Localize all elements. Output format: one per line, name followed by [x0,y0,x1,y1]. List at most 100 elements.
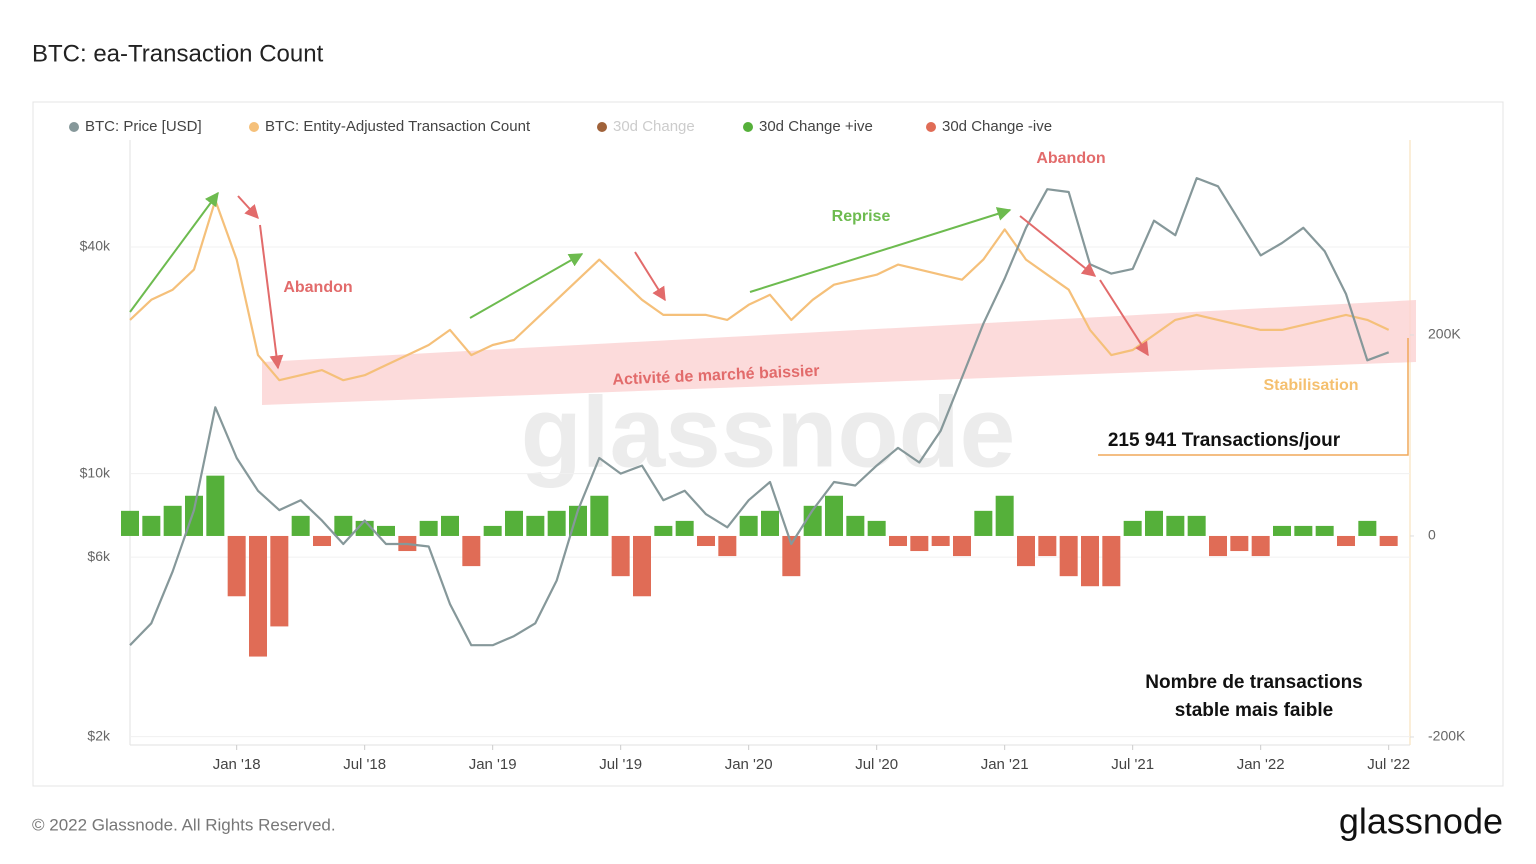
legend-label: 30d Change [613,118,695,135]
bar [1081,535,1099,587]
bar [1273,525,1291,536]
y2-tick-label: -200K [1428,728,1466,744]
bar [1017,535,1035,567]
bar [633,535,651,597]
legend-marker [743,122,753,132]
bar [1059,535,1078,577]
bar [441,515,459,536]
bear-band [262,300,1416,405]
y2-tick-label: 200K [1428,326,1461,342]
x-tick-label: Jul '19 [599,756,642,773]
bar [227,535,246,597]
footer: © 2022 Glassnode. All Rights Reserved. [32,815,336,834]
y-tick-label: $10k [80,464,111,480]
arrow [1019,215,1097,277]
bar [1230,535,1249,552]
y-tick-label: $2k [87,727,111,743]
bar [995,495,1014,536]
arrow [469,253,584,319]
annotation: Stabilisation [1263,377,1358,394]
bar [803,505,822,536]
x-tick-label: Jul '18 [343,756,386,773]
bar [953,535,971,557]
callout-line [1098,338,1409,456]
bar [291,515,310,536]
bar [121,510,139,536]
logo: glassnode [1339,801,1503,842]
bar [739,515,758,536]
bar [974,510,993,536]
bar [889,535,907,547]
bar [334,515,353,536]
y2-tick-label: 0 [1428,527,1436,543]
bar [313,535,331,547]
bar [249,535,267,657]
bar [547,510,566,536]
x-tick-label: Jul '22 [1367,756,1410,773]
bar [206,475,225,536]
arrow [749,207,1012,293]
bar [1379,535,1398,547]
bar [1145,510,1163,536]
legend-label: 30d Change -ive [942,118,1052,135]
bar [1294,525,1313,536]
chart-title: BTC: ea-Transaction Count [32,40,324,67]
bar [1209,535,1227,557]
arrow [237,195,259,220]
bar [142,515,161,536]
bar [1315,525,1334,536]
bar [846,515,865,536]
arrow [1099,279,1149,357]
x-tick-label: Jan '21 [981,756,1029,773]
bar [718,535,737,557]
bar [270,535,289,627]
annotation: 215 941 Transactions/jour [1108,430,1341,451]
bar [697,535,715,547]
arrow [634,251,666,302]
legend-label: 30d Change +ive [759,118,873,135]
x-tick-label: Jan '19 [469,756,517,773]
bar [1102,535,1121,587]
plot: $2k $6k $10k $40k -200K 0 200K Jan '18 Jul '18 Ja… [80,177,1466,773]
annotation: Reprise [832,208,891,225]
bar [483,525,502,536]
annotation: Nombre de transactions [1145,672,1363,693]
x-tick-label: Jan '22 [1237,756,1285,773]
x-tick-label: Jan '20 [725,756,773,773]
bar [163,505,182,536]
bar [675,520,694,536]
arrow [129,191,219,313]
legend-marker [69,122,79,132]
bar [462,535,481,567]
chart-frame [32,101,1504,787]
bar [611,535,630,577]
bar [654,525,673,536]
bar [419,520,438,536]
bar [825,495,843,536]
legend-marker [926,122,936,132]
bar [526,515,545,536]
annotation: Abandon [283,279,352,296]
arrows [129,191,1149,370]
line [129,177,1390,647]
bar [1358,520,1377,536]
bar [931,535,950,547]
bar [867,520,886,536]
x-tick-label: Jan '18 [213,756,261,773]
y-tick-label: $6k [87,548,111,564]
legend-marker [249,122,259,132]
bar [1038,535,1057,557]
bar [782,535,801,577]
arrow [259,224,284,370]
line [129,199,1390,382]
bar [1187,515,1206,536]
legend-label: BTC: Price [USD] [85,118,202,135]
bar [505,510,523,536]
bar [1123,520,1142,536]
bar [1166,515,1185,536]
bar [1337,535,1355,547]
legend-marker [597,122,607,132]
x-tick-label: Jul '21 [1111,756,1154,773]
